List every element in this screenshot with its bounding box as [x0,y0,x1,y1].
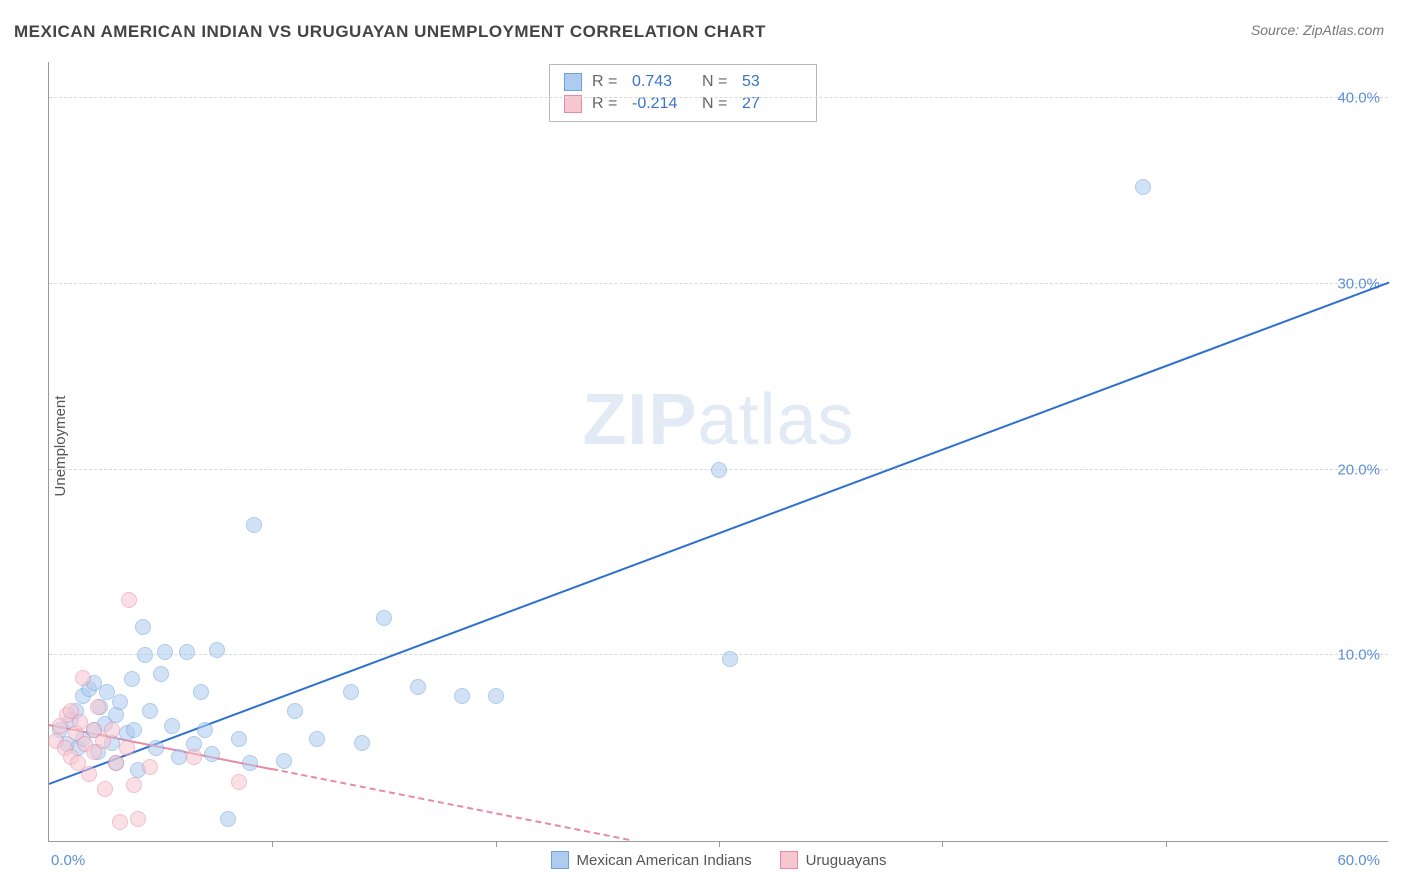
data-point [287,703,303,719]
data-point [722,651,738,667]
gridline [49,97,1388,98]
data-point [157,644,173,660]
gridline [49,654,1388,655]
legend-label: Mexican American Indians [577,852,752,869]
data-point [112,814,128,830]
data-point [186,749,202,765]
data-point [164,718,180,734]
data-point [220,811,236,827]
gridline [49,283,1388,284]
watermark-light: atlas [697,380,854,460]
data-point [119,740,135,756]
x-tick-mark [942,841,943,847]
data-point [343,684,359,700]
x-tick-mark [1166,841,1167,847]
data-point [410,679,426,695]
data-point [130,811,146,827]
data-point [75,670,91,686]
y-tick-label: 40.0% [1337,90,1380,107]
legend-item: Mexican American Indians [551,851,752,869]
data-point [246,517,262,533]
data-point [209,642,225,658]
data-point [711,462,727,478]
chart-container: MEXICAN AMERICAN INDIAN VS URUGUAYAN UNE… [0,0,1406,892]
chart-title: MEXICAN AMERICAN INDIAN VS URUGUAYAN UNE… [14,22,766,42]
data-point [97,781,113,797]
trend-line [272,768,630,841]
x-tick-mark [272,841,273,847]
x-tick-mark [719,841,720,847]
data-point [454,688,470,704]
x-tick-label: 0.0% [51,852,85,869]
data-point [231,774,247,790]
trend-line [49,282,1390,785]
data-point [179,644,195,660]
x-tick-mark [496,841,497,847]
data-point [193,684,209,700]
data-point [135,619,151,635]
r-label: R = [592,73,622,91]
data-point [126,777,142,793]
data-point [112,694,128,710]
legend-swatch [780,851,798,869]
data-point [124,671,140,687]
data-point [197,722,213,738]
data-point [171,749,187,765]
data-point [1135,179,1151,195]
data-point [153,666,169,682]
legend-swatch [551,851,569,869]
data-point [148,740,164,756]
y-tick-label: 30.0% [1337,275,1380,292]
r-value: 0.743 [632,73,692,91]
data-point [126,722,142,738]
data-point [104,722,120,738]
legend-label: Uruguayans [806,852,887,869]
watermark: ZIPatlas [582,379,854,461]
watermark-bold: ZIP [582,380,697,460]
y-tick-label: 20.0% [1337,461,1380,478]
data-point [90,699,106,715]
data-point [142,703,158,719]
correlation-legend: R =0.743N =53R =-0.214N =27 [549,64,817,122]
data-point [354,735,370,751]
plot-area: ZIPatlas R =0.743N =53R =-0.214N =27 Mex… [48,62,1388,842]
data-point [309,731,325,747]
correlation-row: R = 0.743 N = 53 [564,71,802,93]
data-point [81,766,97,782]
data-point [121,592,137,608]
data-point [376,610,392,626]
source-label: Source: ZipAtlas.com [1251,22,1384,38]
data-point [204,746,220,762]
legend-item: Uruguayans [780,851,887,869]
data-point [488,688,504,704]
data-point [276,753,292,769]
legend-swatch [564,73,582,91]
x-tick-label: 60.0% [1337,852,1380,869]
data-point [108,755,124,771]
n-value: 53 [742,73,802,91]
series-legend: Mexican American Indians Uruguayans [551,851,887,869]
n-label: N = [702,73,732,91]
data-point [242,755,258,771]
y-tick-label: 10.0% [1337,647,1380,664]
data-point [142,759,158,775]
data-point [137,647,153,663]
data-point [231,731,247,747]
